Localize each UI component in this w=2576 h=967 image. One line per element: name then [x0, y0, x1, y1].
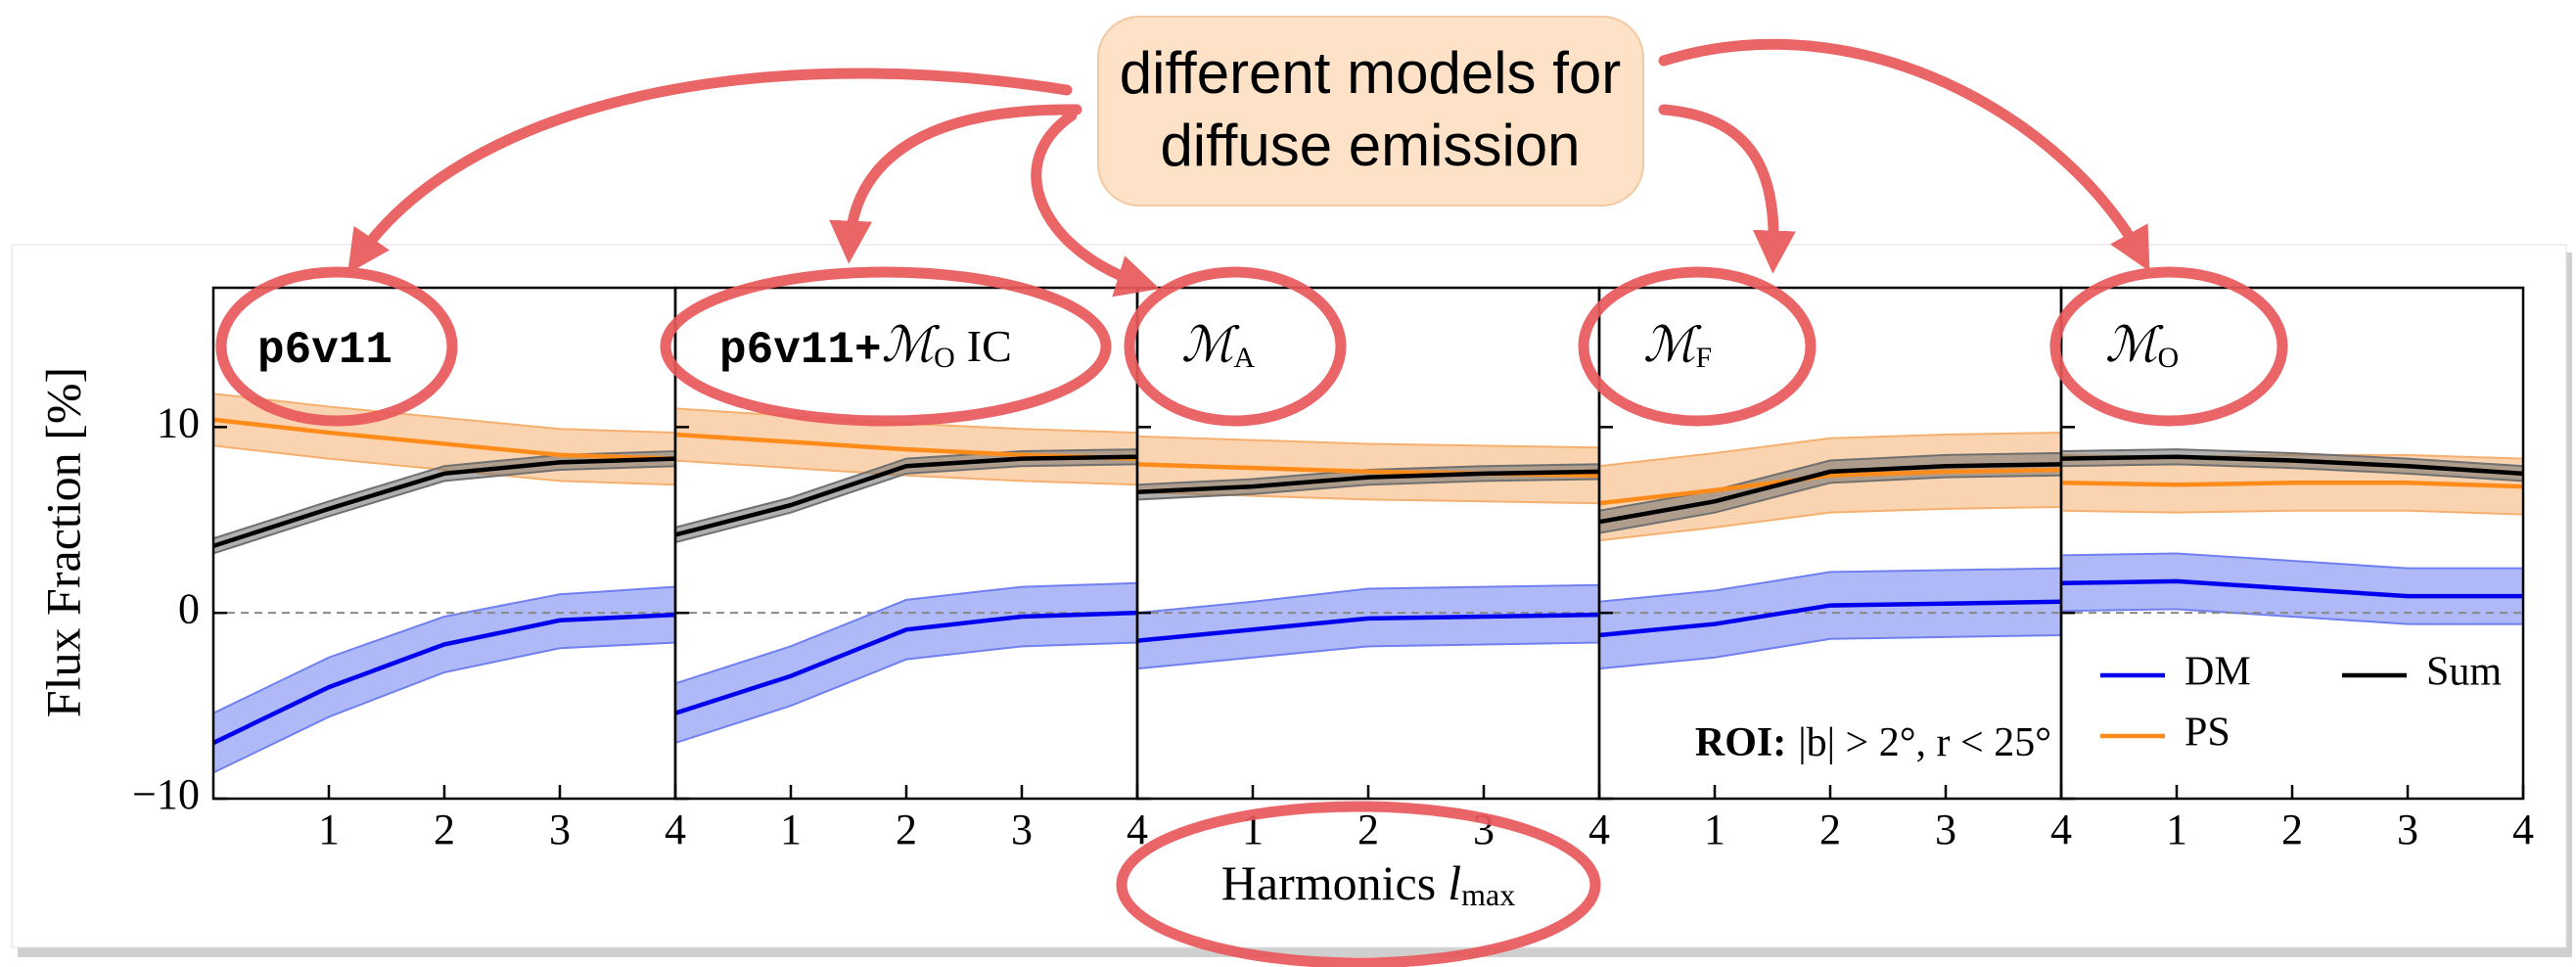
series-line	[2060, 578, 2523, 599]
y-tick-label: 10	[157, 398, 200, 446]
series-line	[212, 612, 676, 746]
panel: 1 2 3 4 ℳF ROI: |b| > 2°, r < 25°	[1597, 286, 2072, 853]
arrow	[347, 68, 1073, 274]
series-line	[674, 454, 1138, 537]
x-label-part: Harmonics	[1221, 855, 1436, 910]
title-part: A	[1233, 342, 1255, 374]
highlight-circle	[215, 266, 458, 427]
x-tick-label: 4	[2050, 806, 2072, 853]
legend-label: PS	[2185, 711, 2231, 756]
series-line	[1598, 462, 2062, 525]
highlight-circle	[1124, 266, 1347, 427]
highlight-circle	[660, 266, 1112, 427]
x-tick-label: 2	[1357, 806, 1379, 853]
arrow	[1031, 110, 1160, 298]
series-line	[1136, 612, 1600, 643]
x-tick-label: 1	[780, 806, 802, 853]
arrow	[829, 104, 1082, 264]
panel-title: p6v11+ℳO IC	[719, 317, 1012, 376]
x-label-part: max	[1461, 877, 1515, 912]
y-tick-label: −10	[132, 770, 200, 818]
y-tick-label: 0	[178, 584, 200, 632]
series-line	[2060, 454, 2524, 477]
title-part: ℳ	[882, 317, 941, 372]
series-line	[1598, 599, 2062, 638]
x-tick-label: 3	[2397, 806, 2418, 853]
x-tick-label: 4	[1127, 806, 1148, 853]
panel-title: ℳA	[1181, 317, 1255, 373]
title-part: p6v11	[257, 325, 392, 376]
panel-title: ℳF	[1643, 317, 1712, 373]
x-tick-label: 1	[1704, 806, 1725, 853]
x-tick-label: 3	[1935, 806, 1956, 853]
highlight-circle	[2049, 266, 2288, 427]
panel-title: p6v11	[257, 325, 392, 376]
highlight-circle	[1116, 801, 1601, 967]
x-tick-label: 4	[1588, 806, 1610, 853]
panel: −10 0 10 1 2 3 4 p6v11 Flux Fraction [%]	[35, 286, 686, 853]
x-tick-label: 4	[665, 806, 686, 853]
title-part: ℳ	[1643, 317, 1702, 372]
series-line	[2060, 481, 2524, 489]
series-line	[212, 417, 676, 461]
x-tick-label: 2	[434, 806, 455, 853]
x-tick-label: 2	[1819, 806, 1841, 853]
legend-label: DM	[2185, 650, 2251, 695]
plots: −10 0 10 1 2 3 4 p6v11 Flux Fraction [%] 1 2 3 4 p6v1…	[35, 286, 2534, 912]
title-part: p6v11+	[719, 325, 882, 376]
title-part: F	[1695, 342, 1712, 374]
x-tick-label: 2	[2281, 806, 2303, 853]
series-line	[1136, 469, 1600, 495]
x-tick-label: 3	[549, 806, 571, 853]
callout-text: diffuse emission	[1160, 113, 1580, 178]
callout-box	[1097, 16, 1644, 207]
highlight-circle	[1578, 266, 1817, 427]
arrow	[1658, 104, 1796, 274]
x-tick-label: 1	[318, 806, 340, 853]
x-tick-label: 1	[2166, 806, 2187, 853]
title-part: O	[934, 342, 955, 374]
panel: 1 2 3 4 ℳO DM PS Sum	[2059, 286, 2534, 853]
x-axis-label: Harmonics lmax	[1221, 855, 1515, 912]
x-label-part: l	[1448, 855, 1461, 910]
y-axis-label: Flux Fraction [%]	[35, 367, 90, 717]
annotations	[215, 38, 2288, 967]
x-tick-label: 4	[2512, 806, 2534, 853]
arrow	[1658, 38, 2150, 272]
callout-text: different models for	[1120, 40, 1622, 106]
panel: 1 2 3 4 p6v11+ℳO IC	[673, 286, 1148, 853]
roi-label: ROI:	[1695, 720, 1786, 765]
x-tick-label: 2	[896, 806, 917, 853]
panel-title: ℳO	[2105, 317, 2179, 373]
roi-annotation: ROI: |b| > 2°, r < 25°	[1695, 720, 2051, 765]
title-part: ℳ	[2105, 317, 2164, 372]
title-part: ℳ	[1181, 317, 1240, 372]
series-line	[674, 610, 1138, 715]
series-line	[212, 456, 676, 548]
legend-label: Sum	[2426, 650, 2502, 695]
title-part: IC	[967, 321, 1012, 371]
series-line	[1598, 467, 2062, 506]
roi-text: |b| > 2°, r < 25°	[1798, 720, 2051, 765]
title-part: O	[2157, 342, 2179, 374]
x-tick-label: 3	[1011, 806, 1033, 853]
